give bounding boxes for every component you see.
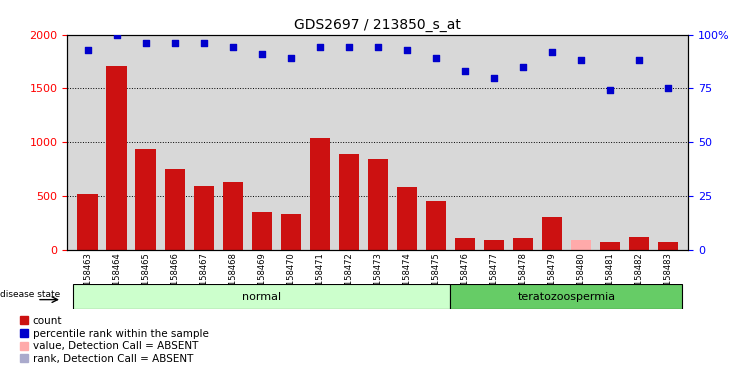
Point	[517, 64, 529, 70]
Point	[574, 57, 586, 63]
Bar	[339, 154, 359, 250]
Point	[285, 55, 297, 61]
Bar	[223, 182, 243, 250]
Bar	[280, 214, 301, 250]
Point	[197, 40, 209, 46]
Bar	[484, 240, 504, 250]
Bar	[310, 138, 330, 250]
Legend: count, percentile rank within the sample, value, Detection Call = ABSENT, rank, : count, percentile rank within the sample…	[20, 316, 209, 364]
Bar	[450, 284, 682, 309]
Point	[227, 45, 239, 51]
Text: normal: normal	[242, 291, 281, 302]
Bar	[367, 159, 388, 250]
Bar	[455, 238, 475, 250]
Bar	[194, 186, 214, 250]
Point	[662, 85, 674, 91]
Point	[430, 55, 442, 61]
Bar	[106, 66, 127, 250]
Bar	[628, 237, 649, 250]
Bar	[657, 242, 678, 250]
Point	[372, 45, 384, 51]
Point	[633, 57, 645, 63]
Text: disease state: disease state	[0, 290, 61, 300]
Point	[111, 31, 123, 38]
Point	[140, 40, 152, 46]
Bar	[251, 212, 272, 250]
Point	[313, 45, 325, 51]
Bar	[512, 238, 533, 250]
Point	[343, 45, 355, 51]
Bar	[426, 201, 446, 250]
Point	[488, 74, 500, 81]
Bar	[571, 240, 591, 250]
Point	[256, 51, 268, 57]
Point	[82, 46, 94, 53]
Bar	[73, 284, 450, 309]
Point	[169, 40, 181, 46]
Bar	[600, 242, 620, 250]
Bar	[165, 169, 185, 250]
Point	[546, 49, 558, 55]
Title: GDS2697 / 213850_s_at: GDS2697 / 213850_s_at	[294, 18, 462, 32]
Bar	[542, 217, 562, 250]
Point	[401, 46, 413, 53]
Text: teratozoospermia: teratozoospermia	[518, 291, 616, 302]
Bar	[78, 194, 98, 250]
Point	[459, 68, 470, 74]
Bar	[396, 187, 417, 250]
Bar	[135, 149, 156, 250]
Point	[604, 88, 616, 94]
